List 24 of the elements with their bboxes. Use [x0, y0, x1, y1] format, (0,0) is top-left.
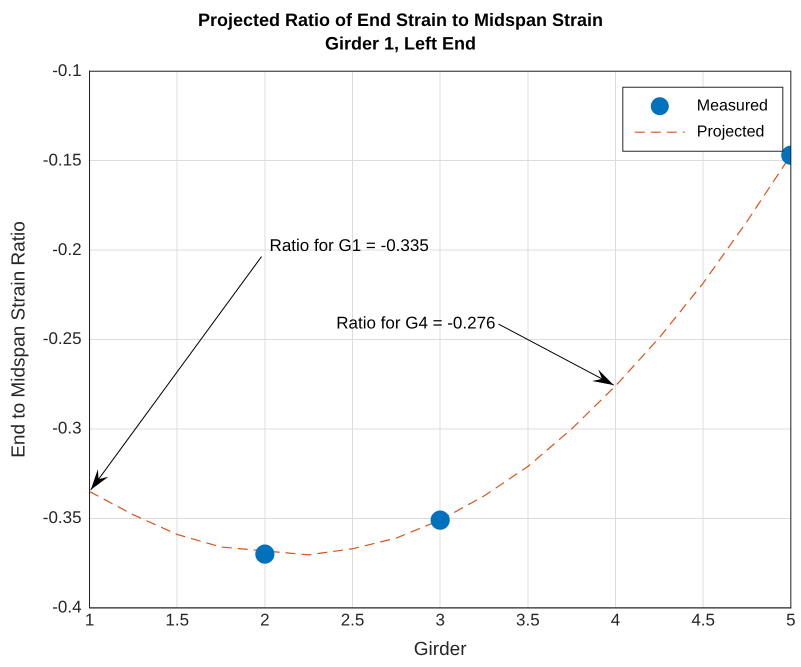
x-tick-label: 4.5: [691, 610, 715, 630]
x-tick-label: 3.5: [516, 610, 540, 630]
y-tick-label: -0.4: [52, 597, 82, 616]
y-axis-title: End to Midspan Strain Ratio: [8, 221, 30, 458]
legend-label: Projected: [696, 124, 764, 141]
chart-subtitle: Girder 1, Left End: [324, 33, 476, 54]
y-tick-label: -0.2: [52, 240, 82, 259]
x-tick-label: 3: [435, 610, 445, 630]
y-tick-label: -0.3: [52, 418, 82, 438]
chart-title: Projected Ratio of End Strain to Midspan Strain: [198, 10, 604, 30]
y-tick-label: -0.1: [52, 60, 82, 80]
x-tick-label: 5: [786, 610, 796, 630]
annotation: Ratio for G1 = -0.335: [270, 236, 429, 256]
legend-label: Measured: [696, 98, 768, 115]
x-tick-label: 2.5: [340, 610, 364, 630]
x-tick-label: 4: [610, 610, 620, 630]
y-tick-label: -0.25: [42, 329, 82, 348]
x-tick-label: 1.5: [165, 610, 190, 630]
annotation: Ratio for G4 = -0.276: [336, 314, 496, 333]
y-tick-label: -0.35: [42, 508, 82, 528]
x-tick-label: 1: [84, 610, 94, 630]
x-axis-title: Girder: [414, 638, 468, 660]
x-tick-label: 2: [260, 610, 270, 630]
y-tick-label: -0.15: [42, 150, 82, 170]
